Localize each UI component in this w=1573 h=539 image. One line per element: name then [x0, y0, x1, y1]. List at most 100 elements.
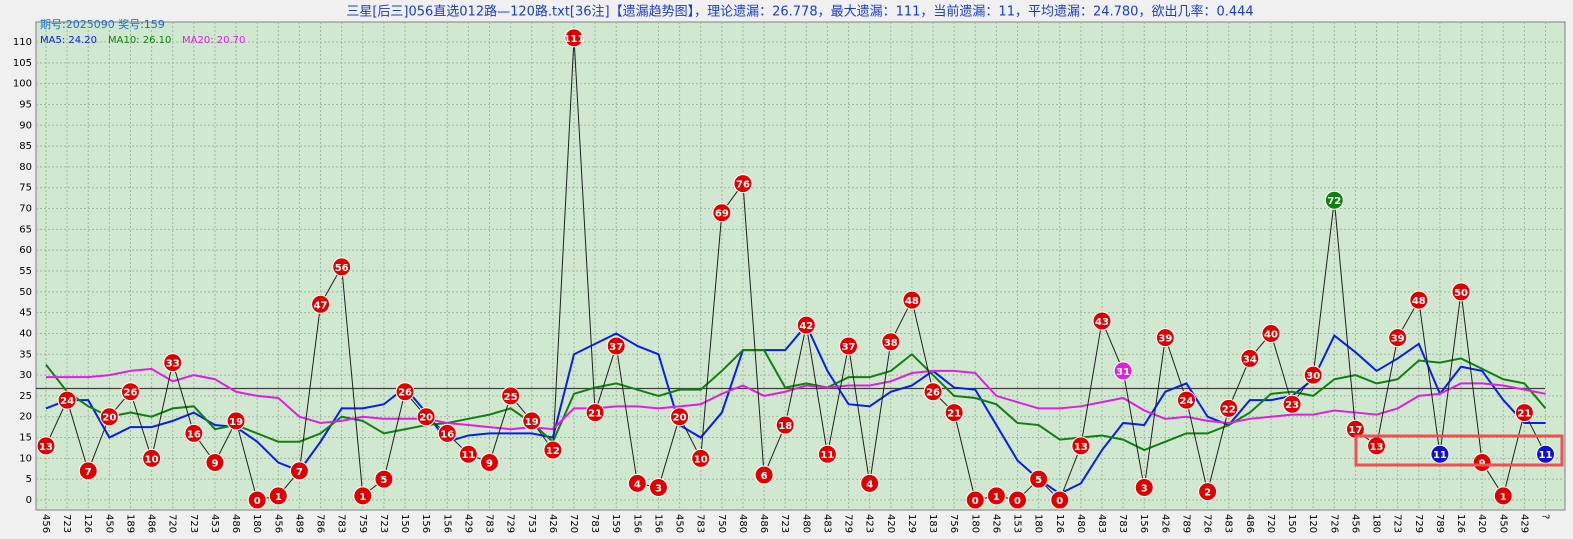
- x-tick-label: 426: [990, 514, 1001, 533]
- point-label: 33: [166, 359, 180, 370]
- point-marker: [606, 336, 626, 356]
- legend-entry: MA10: 26.10: [108, 35, 171, 46]
- point-marker: [1536, 444, 1556, 464]
- point-label: 47: [314, 300, 328, 311]
- x-tick-label: 129: [906, 514, 917, 533]
- x-tick-label: 486: [758, 514, 769, 533]
- point-marker: [480, 453, 500, 473]
- legend-entry: MA20: 20.70: [182, 35, 245, 46]
- x-tick-label: 486: [1244, 514, 1255, 533]
- point-label: 11: [461, 450, 475, 461]
- point-label: 19: [229, 417, 243, 428]
- x-tick-label: 153: [1012, 514, 1023, 533]
- point-label: 13: [1370, 442, 1384, 453]
- y-tick-label: 70: [19, 204, 32, 215]
- y-tick-label: 15: [19, 433, 32, 444]
- x-tick-label: 420: [885, 514, 896, 533]
- point-marker: [944, 403, 964, 423]
- x-tick-label: 426: [1159, 514, 1170, 533]
- point-marker: [416, 407, 436, 427]
- point-marker: [247, 490, 267, 510]
- point-label: 69: [715, 209, 729, 220]
- point-label: 21: [947, 409, 961, 420]
- x-tick-label: 723: [378, 514, 389, 533]
- point-marker: [120, 382, 140, 402]
- x-tick-label: 783: [1117, 514, 1128, 533]
- x-tick-label: 480: [1075, 514, 1086, 533]
- point-marker: [78, 461, 98, 481]
- x-tick-label: 456: [40, 514, 51, 533]
- point-marker: [332, 257, 352, 277]
- point-marker: [57, 390, 77, 410]
- y-tick-label: 65: [19, 224, 32, 235]
- x-tick-label: 126: [1455, 514, 1466, 533]
- x-tick-label: 450: [103, 514, 114, 533]
- point-marker: [1324, 190, 1344, 210]
- x-tick-label: 453: [209, 514, 220, 533]
- x-tick-label: 483: [821, 514, 832, 533]
- point-marker: [142, 448, 162, 468]
- point-marker: [1303, 365, 1323, 385]
- point-marker: [775, 415, 795, 435]
- point-label: 48: [1412, 296, 1426, 307]
- point-label: 26: [926, 388, 940, 399]
- x-tick-label: 156: [1138, 514, 1149, 533]
- point-marker: [163, 353, 183, 373]
- y-tick-label: 85: [19, 141, 32, 152]
- x-tick-label: 789: [1434, 514, 1445, 533]
- x-tick-label: 423: [864, 514, 875, 533]
- point-marker: [99, 407, 119, 427]
- x-tick-label: 729: [1413, 514, 1424, 533]
- point-label: 37: [609, 342, 623, 353]
- y-tick-label: 55: [19, 266, 32, 277]
- x-tick-label: 126: [1054, 514, 1065, 533]
- point-label: 111: [564, 34, 585, 45]
- point-label: 72: [1327, 196, 1341, 207]
- point-marker: [902, 290, 922, 310]
- point-marker: [1493, 486, 1513, 506]
- point-marker: [881, 332, 901, 352]
- point-marker: [986, 486, 1006, 506]
- point-marker: [501, 386, 521, 406]
- x-tick-label: 720: [1265, 514, 1276, 533]
- point-label: 13: [39, 442, 53, 453]
- point-marker: [289, 461, 309, 481]
- ma-line: [46, 367, 1546, 431]
- x-tick-label: 126: [82, 514, 93, 533]
- point-marker: [733, 174, 753, 194]
- point-marker: [353, 486, 373, 506]
- x-tick-label: 189: [124, 514, 135, 533]
- point-marker: [1176, 390, 1196, 410]
- point-marker: [860, 473, 880, 493]
- point-label: 50: [1454, 288, 1468, 299]
- point-label: 24: [1180, 396, 1194, 407]
- y-tick-label: 80: [19, 162, 32, 173]
- point-marker: [627, 473, 647, 493]
- point-label: 7: [296, 467, 303, 478]
- x-tick-label: 156: [441, 514, 452, 533]
- x-tick-label: 783: [336, 514, 347, 533]
- point-marker: [543, 440, 563, 460]
- point-marker: [184, 423, 204, 443]
- point-marker: [817, 444, 837, 464]
- point-marker: [712, 203, 732, 223]
- point-marker: [458, 444, 478, 464]
- point-label: 21: [588, 409, 602, 420]
- y-tick-label: 110: [13, 37, 32, 48]
- point-label: 56: [335, 263, 349, 274]
- point-label: 2: [1204, 488, 1211, 499]
- point-marker: [965, 490, 985, 510]
- point-label: 11: [820, 450, 834, 461]
- point-label: 1: [275, 492, 282, 503]
- x-tick-label: 429: [1518, 514, 1529, 533]
- x-tick-label: 120: [1307, 514, 1318, 533]
- point-label: 9: [486, 459, 493, 470]
- point-label: 10: [694, 454, 708, 465]
- x-tick-label: 180: [1371, 514, 1382, 533]
- point-label: 21: [1517, 409, 1531, 420]
- point-marker: [1134, 478, 1154, 498]
- point-marker: [311, 294, 331, 314]
- x-tick-label: 180: [251, 514, 262, 533]
- y-tick-label: 20: [19, 412, 32, 423]
